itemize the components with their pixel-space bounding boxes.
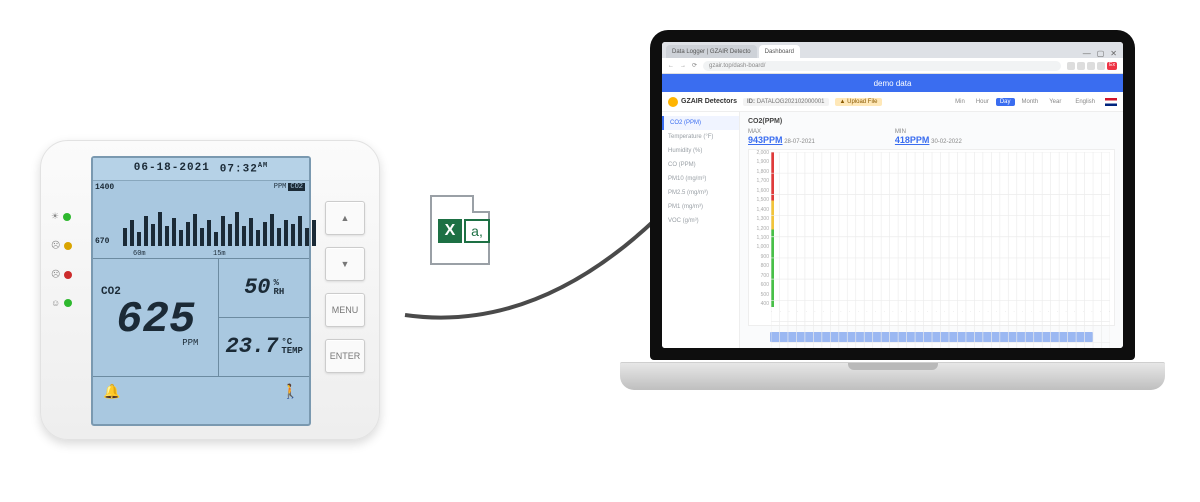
brand-name: GZAIR Detectors bbox=[681, 98, 737, 105]
app-header: GZAIR Detectors ID: DATALOG202102000001 … bbox=[662, 92, 1123, 112]
panel-title: CO2(PPM) bbox=[748, 118, 1115, 125]
chart-y-axis: 2,0001,9001,8001,7001,6001,5001,4001,300… bbox=[751, 150, 769, 307]
chart-x-axis: ········································ bbox=[771, 309, 1110, 323]
lcd-co2-unit: PPM bbox=[182, 338, 198, 348]
min-value[interactable]: 418PPM bbox=[895, 135, 930, 145]
metric-sidebar: CO2 (PPM)Temperature (°F)Humidity (%)CO … bbox=[662, 112, 740, 348]
max-value[interactable]: 943PPM bbox=[748, 135, 783, 145]
browser-address-bar: ← → ⟳ gzair.top/dash-board/ Ex bbox=[662, 58, 1123, 74]
browser-tab[interactable]: Data Logger | GZAIR Detecto bbox=[666, 45, 757, 58]
device-led-column: ☀ ☹ ☹ ☺ bbox=[51, 211, 72, 308]
language-label[interactable]: English bbox=[1075, 99, 1095, 105]
demo-banner: demo data bbox=[662, 74, 1123, 92]
range-option[interactable]: Day bbox=[996, 98, 1015, 106]
brand-logo-icon bbox=[668, 97, 678, 107]
lcd-humidity-value: 50 bbox=[244, 275, 270, 300]
sidebar-item[interactable]: PM1 (mg/m³) bbox=[662, 200, 739, 214]
lcd-y-top: 1400 bbox=[95, 183, 114, 192]
menu-button[interactable]: MENU bbox=[325, 293, 365, 327]
lcd-temp-readout: 23.7 °CTEMP bbox=[219, 318, 309, 376]
browser-tab-active[interactable]: Dashboard bbox=[759, 45, 800, 58]
person-icon: 🚶 bbox=[282, 384, 299, 401]
sidebar-item[interactable]: Temperature (°F) bbox=[662, 130, 739, 144]
lcd-time-suffix: AM bbox=[258, 162, 268, 170]
lcd-date: 06-18-2021 bbox=[134, 162, 210, 176]
sidebar-item[interactable]: Humidity (%) bbox=[662, 144, 739, 158]
range-option[interactable]: Year bbox=[1045, 98, 1065, 106]
min-date: 30-02-2022 bbox=[931, 139, 962, 145]
lcd-trend-chart: 1400 670 PPMCO2 60m 15m bbox=[93, 181, 309, 259]
device-button-column: ▲ ▼ MENU ENTER bbox=[325, 201, 365, 373]
nav-back-icon[interactable]: ← bbox=[668, 63, 674, 69]
sun-icon: ☀ bbox=[51, 211, 59, 222]
enter-button[interactable]: ENTER bbox=[325, 339, 365, 373]
laptop-base bbox=[620, 362, 1165, 390]
uk-flag-icon bbox=[1105, 98, 1117, 106]
max-date: 28-07-2021 bbox=[784, 139, 815, 145]
window-controls[interactable]: —▢✕ bbox=[1077, 49, 1123, 58]
range-option[interactable]: Month bbox=[1018, 98, 1043, 106]
ext-badge[interactable]: Ex bbox=[1107, 62, 1117, 70]
lcd-temp-value: 23.7 bbox=[226, 334, 279, 359]
up-button[interactable]: ▲ bbox=[325, 201, 365, 235]
laptop-screen: Data Logger | GZAIR Detecto Dashboard —▢… bbox=[662, 42, 1123, 348]
range-option[interactable]: Min bbox=[951, 98, 969, 106]
sidebar-item[interactable]: CO (PPM) bbox=[662, 158, 739, 172]
bell-icon: 🔔 bbox=[103, 384, 120, 401]
face-happy-icon: ☺ bbox=[51, 298, 60, 308]
brand: GZAIR Detectors bbox=[668, 97, 737, 107]
sidebar-item[interactable]: PM10 (mg/m³) bbox=[662, 172, 739, 186]
sidebar-item[interactable]: PM2.5 (mg/m³) bbox=[662, 186, 739, 200]
nav-fwd-icon[interactable]: → bbox=[680, 63, 686, 69]
lcd-y-bot: 670 bbox=[95, 237, 109, 246]
co2-monitor-device: ☀ ☹ ☹ ☺ 06-18-2021 07:32AM 1400 670 PPMC… bbox=[40, 140, 380, 440]
laptop: Data Logger | GZAIR Detecto Dashboard —▢… bbox=[620, 30, 1165, 410]
face-neutral-icon: ☹ bbox=[51, 240, 60, 251]
sidebar-item[interactable]: VOC (g/m³) bbox=[662, 214, 739, 228]
url-text: gzair.top/dash-board/ bbox=[709, 63, 765, 69]
lcd-x-60m: 60m bbox=[133, 250, 146, 258]
upload-file-button[interactable]: ▲ Upload File bbox=[835, 98, 883, 106]
co2-chart: 2,0001,9001,8001,7001,6001,5001,4001,300… bbox=[748, 149, 1115, 326]
main-panel: CO2(PPM) MAX943PPM 28-07-2021 MIN418PPM … bbox=[740, 112, 1123, 348]
nav-reload-icon[interactable]: ⟳ bbox=[692, 62, 697, 69]
face-sad-icon: ☹ bbox=[51, 269, 60, 280]
lcd-co2-value: 625 bbox=[116, 298, 195, 342]
lcd-x-15m: 15m bbox=[213, 250, 226, 258]
lcd-co2-readout: CO2 625 PPM bbox=[93, 259, 219, 376]
browser-extensions: Ex bbox=[1067, 62, 1117, 70]
range-option[interactable]: Hour bbox=[972, 98, 993, 106]
sidebar-item[interactable]: CO2 (PPM) bbox=[662, 116, 739, 130]
device-id-chip: ID: DATALOG202102000001 bbox=[743, 98, 829, 106]
lcd-time: 07:32 bbox=[220, 164, 258, 176]
url-input[interactable]: gzair.top/dash-board/ bbox=[703, 61, 1061, 71]
down-button[interactable]: ▼ bbox=[325, 247, 365, 281]
lcd-ppm-label: PPM bbox=[274, 183, 287, 191]
time-range-selector: MinHourDayMonthYear bbox=[951, 98, 1065, 106]
lcd-humidity-readout: 50 %RH bbox=[219, 259, 309, 318]
lcd-co2-tag: CO2 bbox=[288, 183, 305, 191]
device-lcd: 06-18-2021 07:32AM 1400 670 PPMCO2 60m 1… bbox=[91, 156, 311, 426]
min-max-row: MAX943PPM 28-07-2021 MIN418PPM 30-02-202… bbox=[748, 129, 1115, 145]
browser-tab-strip: Data Logger | GZAIR Detecto Dashboard —▢… bbox=[662, 42, 1123, 58]
